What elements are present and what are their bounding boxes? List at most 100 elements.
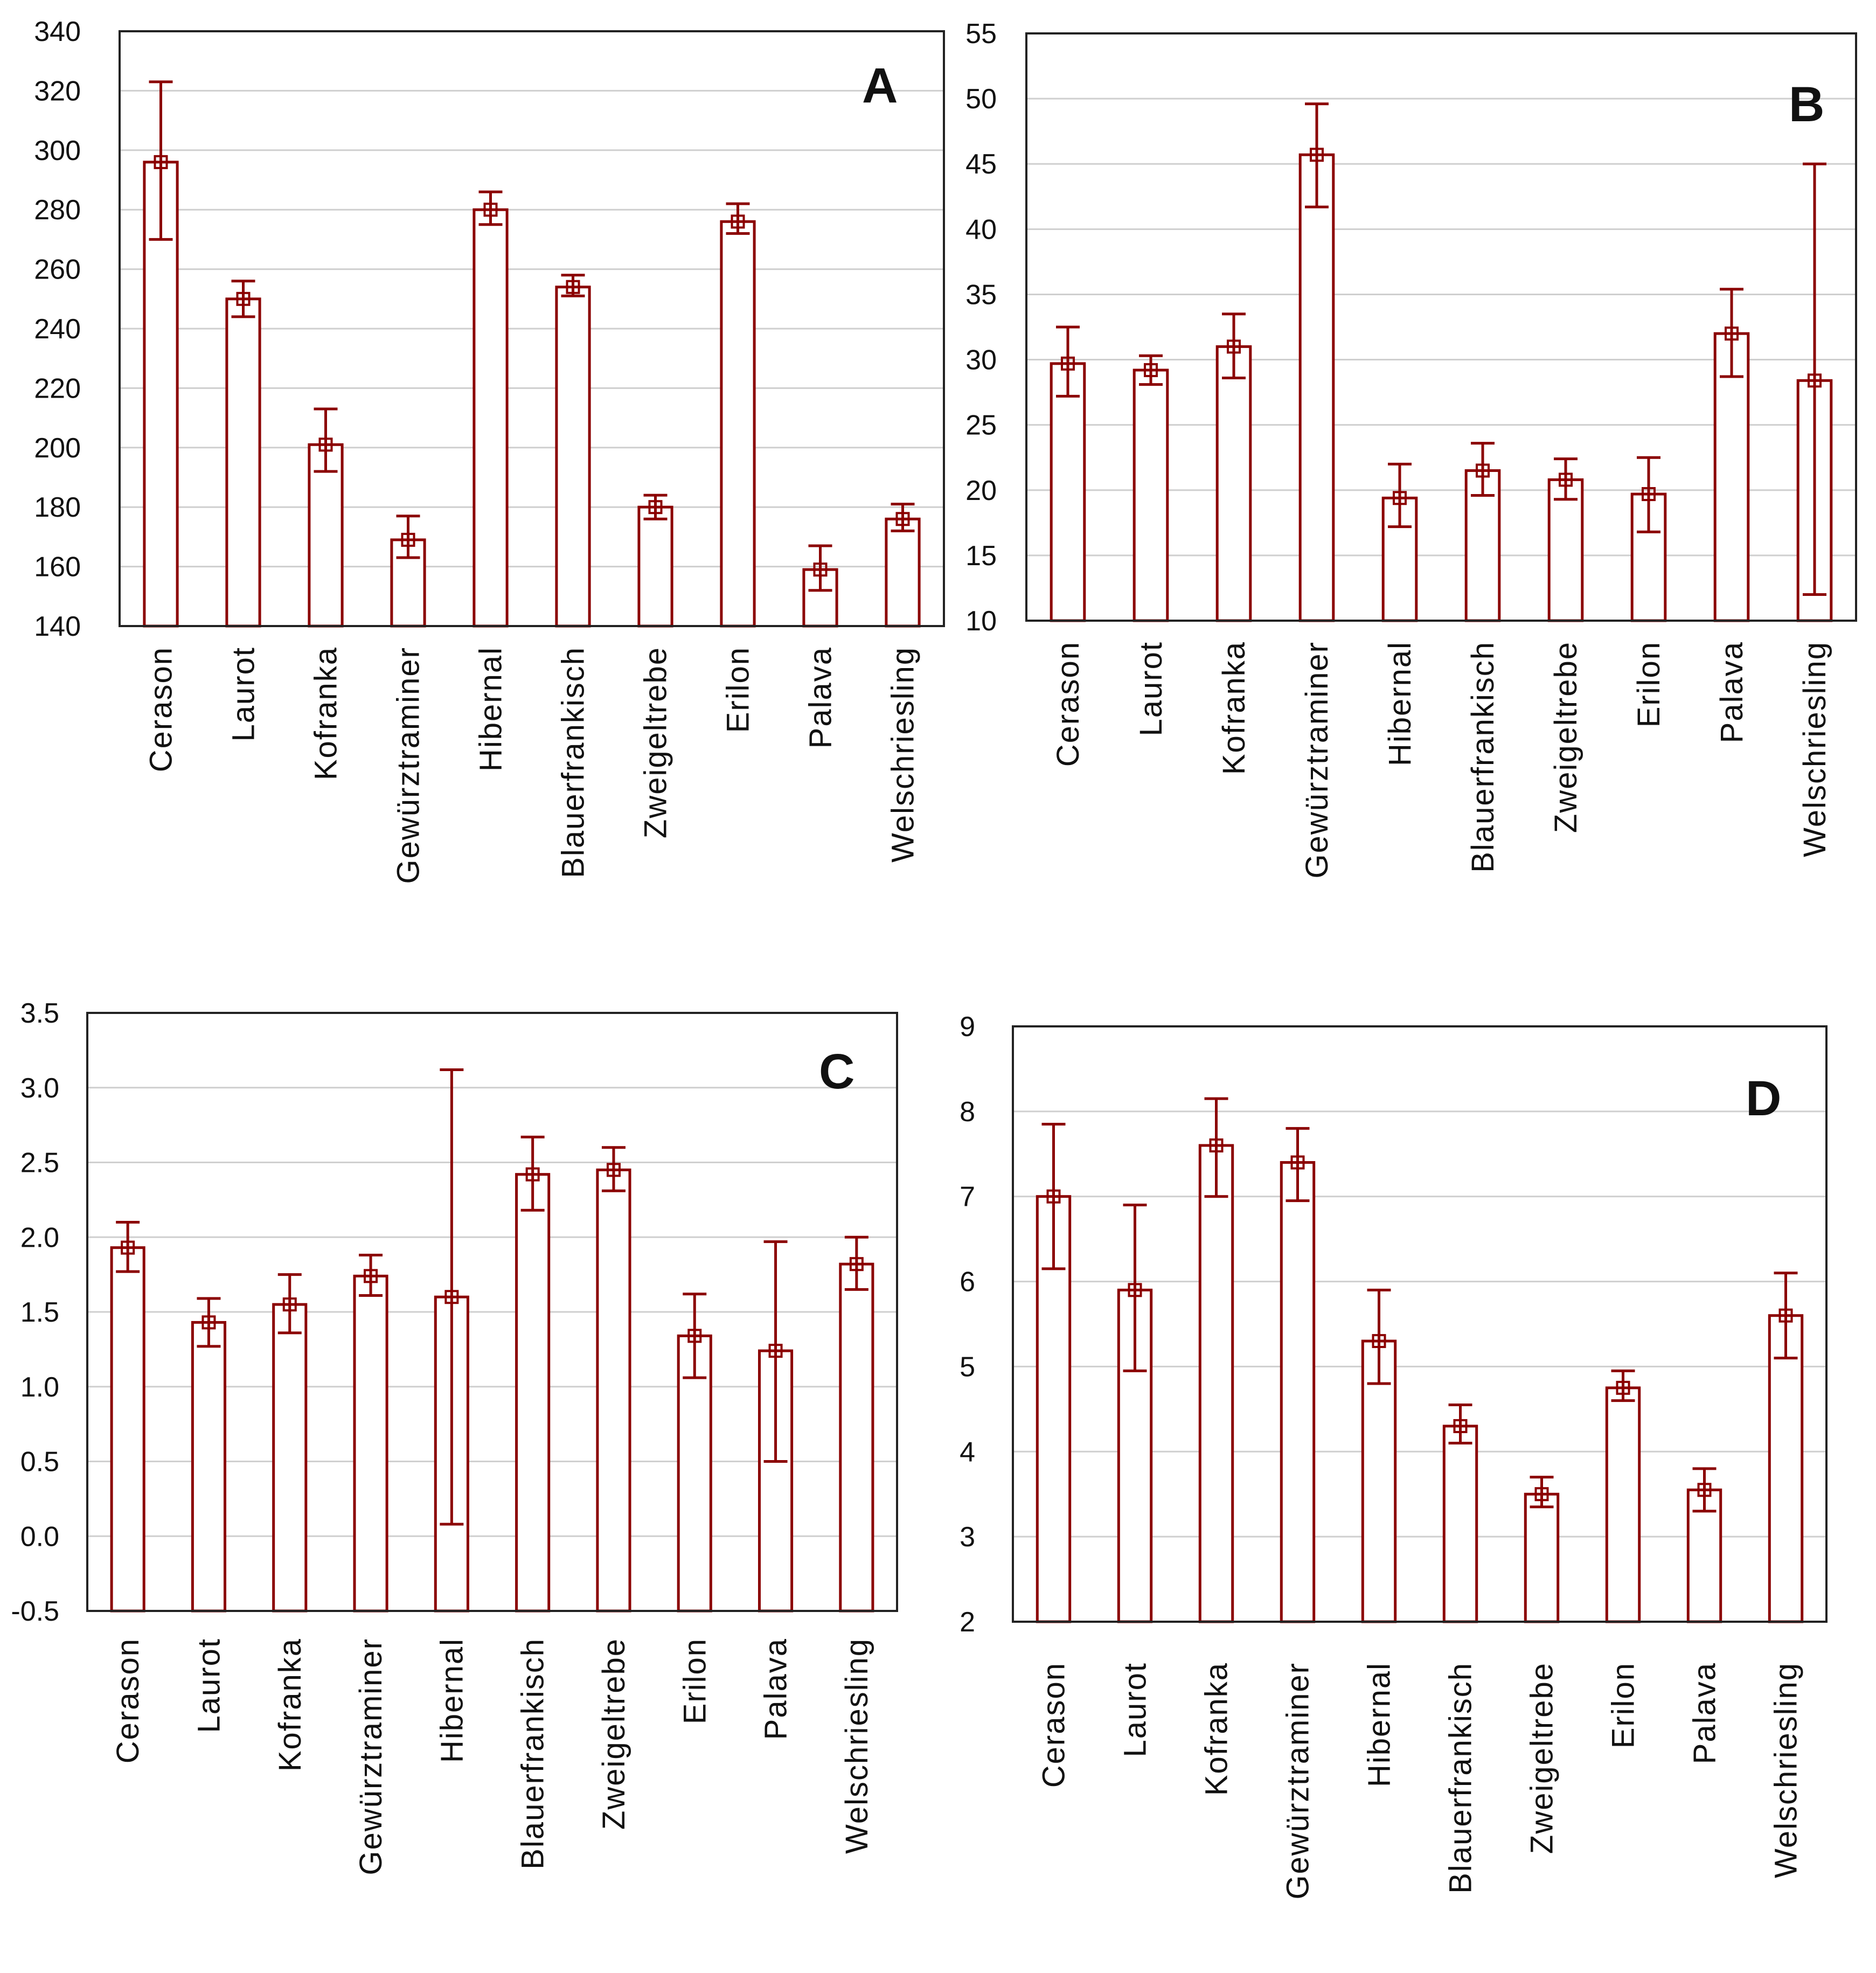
y-tick-label: 3.5 (20, 998, 59, 1029)
bar (885, 517, 921, 628)
category-label: Blauerfrankisch (556, 647, 591, 878)
y-tick-label: 45 (965, 149, 997, 180)
plot-frame (119, 30, 945, 627)
bar (272, 1303, 308, 1613)
bar (191, 1321, 227, 1613)
bar (1442, 1425, 1478, 1623)
category-label: Cerason (144, 647, 179, 772)
category-label: Welschriesling (886, 647, 921, 863)
category-label: Hibernal (434, 1638, 469, 1763)
category-label: Erilon (677, 1638, 712, 1724)
category-label: Blauerfrankisch (516, 1638, 551, 1870)
bar (1132, 369, 1169, 622)
category-label: Hibernal (474, 647, 509, 772)
y-tick-label: 180 (34, 492, 81, 523)
y-tick-label: 140 (34, 611, 81, 642)
bar (555, 286, 591, 628)
category-label: Laurot (226, 647, 261, 741)
plot-frame (1025, 32, 1857, 622)
category-label: Hibernal (1382, 641, 1418, 766)
y-tick-label: 320 (34, 75, 81, 107)
category-label: Gewürztraminer (1300, 641, 1335, 879)
category-label: Laurot (1134, 641, 1169, 736)
y-tick-label: 25 (965, 410, 997, 441)
y-tick-label: 3.0 (20, 1073, 59, 1104)
category-label: Cerason (110, 1638, 145, 1763)
y-tick-label: 15 (965, 540, 997, 572)
category-label: Zweigeltrebe (596, 1638, 631, 1830)
y-tick-label: 40 (965, 214, 997, 245)
y-tick-label: 3 (960, 1522, 975, 1553)
y-tick-label: 0.5 (20, 1447, 59, 1478)
y-tick-label: 4 (960, 1436, 975, 1468)
y-tick-label: 2.5 (20, 1148, 59, 1179)
category-label: Zweigeltrebe (1548, 641, 1583, 833)
panel-title: A (862, 58, 898, 113)
category-label: Welschriesling (1769, 1662, 1804, 1878)
plot-frame (1012, 1025, 1828, 1623)
category-label: Kofranka (1199, 1662, 1234, 1796)
category-label: Zweigeltrebe (1525, 1662, 1560, 1854)
y-tick-label: 1.0 (20, 1372, 59, 1403)
category-label: Cerason (1051, 641, 1086, 767)
bar (1050, 362, 1086, 622)
bar (720, 220, 756, 628)
category-label: Palava (803, 647, 838, 748)
category-label: Gewürztraminer (1281, 1662, 1316, 1900)
y-tick-label: 20 (965, 475, 997, 506)
chart-panel-D: 9 8 7 6 5 4 3 2 Cerason Laurot Kofranka Gewürztrami… (960, 1011, 1828, 1900)
y-tick-label: 50 (965, 84, 997, 115)
category-label: Welschriesling (1797, 641, 1832, 857)
category-label: Palava (1714, 641, 1749, 743)
bar (1215, 345, 1252, 622)
y-tick-label: 240 (34, 314, 81, 345)
category-label: Erilon (721, 647, 756, 733)
y-tick-label: 30 (965, 345, 997, 376)
bar (1547, 478, 1584, 622)
panel-title: B (1789, 77, 1824, 132)
chart-panel-B: 55 50 45 40 35 30 25 20 15 10 Cerason Laurot Kofrank… (965, 18, 1857, 879)
y-tick-label: 160 (34, 552, 81, 583)
y-tick-label: 2 (960, 1607, 975, 1638)
y-tick-label: 10 (965, 606, 997, 637)
bar (1768, 1314, 1804, 1623)
bar (1524, 1492, 1560, 1623)
bar (637, 505, 673, 628)
category-label: Erilon (1606, 1662, 1641, 1748)
bar (1298, 153, 1335, 622)
bar (225, 297, 261, 628)
y-tick-label: 260 (34, 254, 81, 286)
category-label: Palava (1687, 1662, 1722, 1764)
category-label: Laurot (191, 1638, 226, 1733)
category-label: Palava (759, 1638, 794, 1740)
category-label: Kofranka (273, 1638, 308, 1771)
y-tick-label: 340 (34, 16, 81, 47)
y-tick-label: -0.5 (11, 1596, 59, 1627)
category-label: Welschriesling (839, 1638, 874, 1854)
y-tick-label: 5 (960, 1351, 975, 1383)
y-tick-label: 7 (960, 1182, 975, 1213)
bar (1280, 1161, 1316, 1623)
category-label: Gewürztraminer (391, 647, 426, 884)
category-label: Gewürztraminer (353, 1638, 388, 1875)
bar (353, 1274, 388, 1613)
category-label: Cerason (1037, 1662, 1072, 1788)
bar (596, 1168, 631, 1613)
category-label: Erilon (1631, 641, 1666, 727)
bar (110, 1246, 145, 1613)
chart-panel-C: 3.5 3.0 2.5 2.0 1.5 1.0 0.5 0.0 -0.5 Cerason Lauro… (11, 998, 898, 1875)
category-label: Hibernal (1362, 1662, 1397, 1787)
y-tick-label: 200 (34, 433, 81, 464)
y-tick-label: 35 (965, 279, 997, 310)
y-tick-label: 55 (965, 18, 997, 50)
category-label: Blauerfrankisch (1465, 641, 1500, 873)
bar (1198, 1144, 1234, 1623)
category-label: Laurot (1118, 1662, 1153, 1757)
chart-panel-A: 340 320 300 280 260 240 220 200 180 160 140 Cerason… (34, 16, 945, 884)
panel-title: C (819, 1044, 854, 1099)
bar (1605, 1386, 1641, 1623)
y-tick-label: 220 (34, 373, 81, 404)
plot-frame (86, 1012, 898, 1612)
y-tick-label: 0.0 (20, 1521, 59, 1552)
